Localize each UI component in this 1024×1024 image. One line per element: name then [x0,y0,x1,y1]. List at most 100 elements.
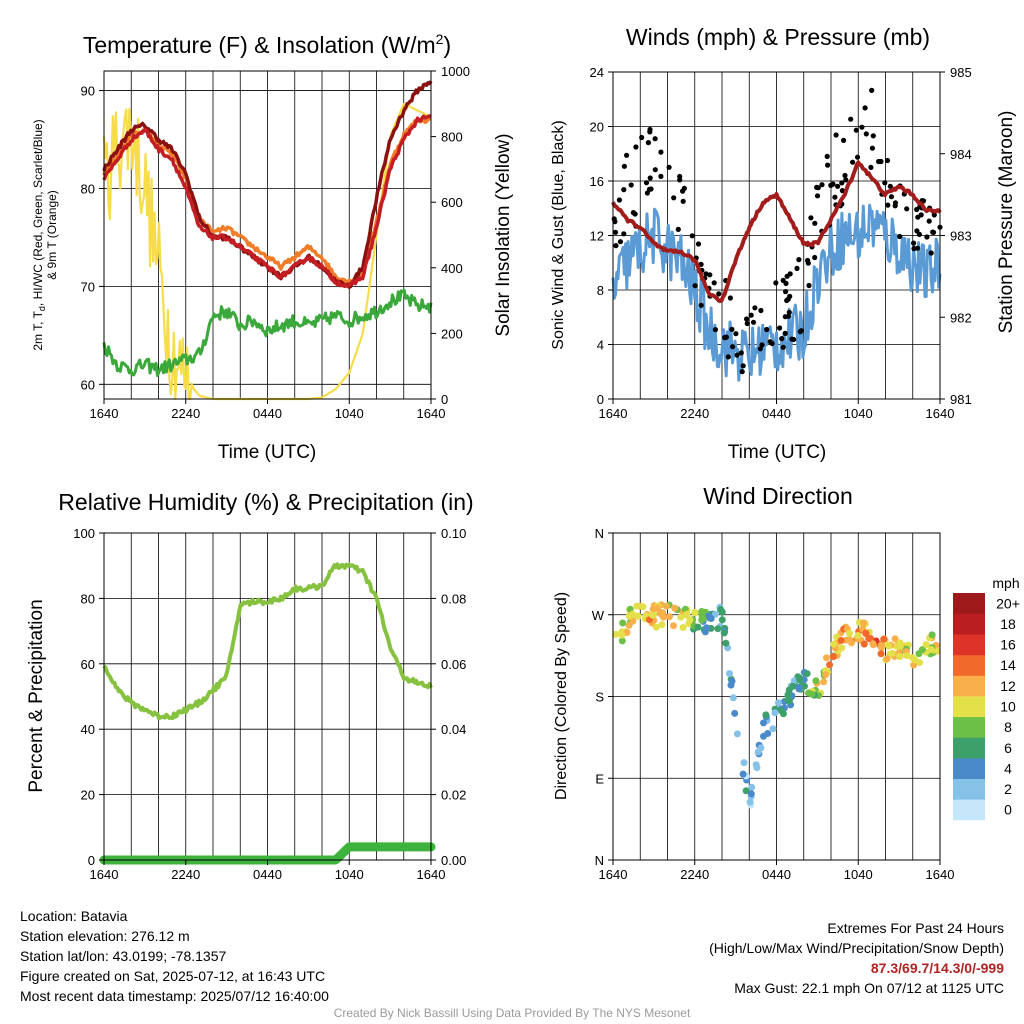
colorbar-swatch [953,654,985,676]
gust-point [630,210,637,216]
gust-point [621,187,627,193]
direction-point [707,615,715,622]
winds-panel: Winds (mph) & Pressure (mb) 1640 2240 0440… [550,24,1017,463]
winds-xtick-label: 1640 [599,406,628,421]
gust-point [689,233,695,239]
precipitation-ytick-label-right: 0.00 [441,853,466,868]
station-elevation: Station elevation: 276.12 m [20,928,190,944]
gust-point [863,131,869,137]
colorbar-swatch [953,634,985,656]
pressure-ytick-label-right: 985 [950,65,972,80]
colorbar-label: 14 [1000,657,1016,673]
direction-point [717,606,725,613]
direction-point [820,678,828,686]
gust-point [868,164,874,170]
gust-point [658,149,664,155]
direction-point [731,709,739,717]
gust-point [680,198,686,204]
winds-ticks: 1640 2240 0440 1040 164004812162024981982983… [590,65,972,421]
colorbar-swatch [953,696,985,718]
colorbar-label: 8 [1004,719,1012,735]
direction-point [639,603,647,611]
gust-point [887,183,893,189]
gust-point [750,319,757,325]
insolation-ytick-label-right: 1000 [441,64,470,79]
direction-point [762,711,770,719]
humidity-ticks: 1640 2240 0440 1040 16400204060801000.000.02… [73,526,466,882]
direction-point [753,764,761,772]
gust-point [930,229,937,235]
gust-point [918,212,924,218]
humidity-xtick-label: 0440 [253,867,282,882]
credit-line: Created By Nick Bassill Using Data Provi… [333,1006,691,1020]
gust-point [885,202,891,208]
direction-point [883,655,891,663]
relative-humidity-line [102,562,433,721]
gust-point [850,159,856,165]
precipitation-ytick-label-right: 0.06 [441,657,466,672]
gust-point [764,326,770,333]
gust-point [734,352,740,358]
direction-point [683,610,691,618]
gust-point [787,271,793,277]
direction-point [618,631,626,639]
gust-point [671,195,677,201]
gust-point [758,307,764,314]
gust-point [789,336,795,342]
direction-point [714,625,722,633]
direction-point [654,604,661,612]
direction-ylabel-left: Direction (Colored By Speed) [553,592,570,800]
colorbar-swatch [953,758,985,779]
direction-ytick-label: E [595,771,604,786]
direction-point [877,641,885,649]
extremes-values: 87.3/69.7/14.3/0/-999 [870,960,1004,976]
gust-point [773,280,779,286]
direction-point [869,641,877,649]
station-info: Location: Batavia Station elevation: 276… [20,906,329,1006]
gust-point [884,157,891,164]
gust-point [647,175,653,181]
direction-point [918,646,926,654]
colorbar-label: 2 [1004,781,1012,797]
temperature-ytick-label: 70 [81,279,95,294]
humidity-xtick-label: 1640 [90,867,119,882]
winds-ytick-label: 24 [590,65,604,80]
gust-point [904,206,910,212]
gust-point [733,331,739,337]
direction-point [848,639,856,647]
humidity-xtick-label: 2240 [171,867,200,882]
temperature-xlabel: Time (UTC) [218,442,317,463]
direction-point [784,691,792,699]
gust-point [853,127,859,133]
pressure-ytick-label-right: 981 [950,392,972,407]
station-pressure-line [611,160,942,304]
gust-point [783,280,789,286]
temperature-title: Temperature (F) & Insolation (W/m2) [83,31,451,58]
extremes-subtitle: (High/Low/Max Wind/Precipitation/Snow De… [709,940,1004,956]
insolation-ytick-label-right: 400 [441,261,463,276]
colorbar-label: 18 [1000,616,1016,632]
gust-point [931,212,937,218]
temperature-ticks: 1640 2240 0440 1040 1640 60 70 80 90 0 200 400 600 80… [81,64,470,421]
gust-point [832,194,838,200]
colorbar-swatch [953,778,985,800]
gust-point [794,265,800,271]
direction-point [822,671,830,679]
colorbar-label: 6 [1004,740,1012,756]
humidity-ytick-label: 20 [81,788,95,803]
gust-point [812,254,818,261]
direction-point [808,690,816,698]
direction-point [880,635,888,643]
direction-point [927,646,935,653]
station-latlon: Station lat/lon: 43.0199; -78.1357 [20,948,227,964]
gust-point [621,231,627,237]
colorbar-swatch [953,716,985,738]
direction-point [837,637,845,644]
gust-point [757,346,763,352]
winds-xtick-label: 1040 [844,406,873,421]
insolation-ytick-label-right: 0 [441,392,448,407]
direction-point [720,629,728,637]
direction-point [699,615,707,622]
gust-point [786,309,792,315]
